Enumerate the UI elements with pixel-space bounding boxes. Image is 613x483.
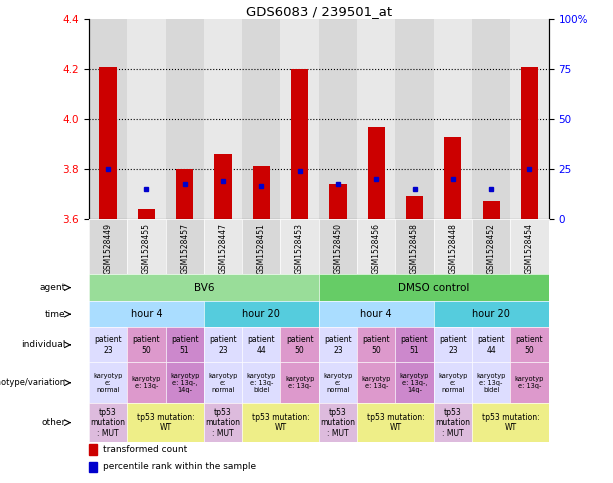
Text: hour 4: hour 4 xyxy=(131,309,162,319)
Text: GSM1528455: GSM1528455 xyxy=(142,223,151,274)
Text: karyotyp
e: 13q-: karyotyp e: 13q- xyxy=(515,376,544,389)
Text: GSM1528451: GSM1528451 xyxy=(257,223,266,274)
Bar xyxy=(521,67,538,219)
Bar xyxy=(434,19,472,219)
Text: transformed count: transformed count xyxy=(103,445,188,454)
Bar xyxy=(482,201,500,219)
Text: karyotyp
e: 13q-: karyotyp e: 13q- xyxy=(362,376,391,389)
Text: karyotyp
e:
normal: karyotyp e: normal xyxy=(208,373,238,393)
Text: patient
50: patient 50 xyxy=(516,335,543,355)
Bar xyxy=(138,209,155,219)
Text: GSM1528452: GSM1528452 xyxy=(487,223,496,274)
Text: patient
50: patient 50 xyxy=(132,335,160,355)
Text: patient
23: patient 23 xyxy=(439,335,466,355)
Bar xyxy=(281,19,319,219)
Text: tp53 mutation:
WT: tp53 mutation: WT xyxy=(137,413,194,432)
Text: karyotyp
e:
normal: karyotyp e: normal xyxy=(438,373,468,393)
Text: time: time xyxy=(45,310,66,319)
Bar xyxy=(319,19,357,219)
Text: individual: individual xyxy=(21,341,66,349)
Bar xyxy=(510,19,549,219)
Text: hour 4: hour 4 xyxy=(360,309,392,319)
Text: patient
23: patient 23 xyxy=(94,335,122,355)
Text: BV6: BV6 xyxy=(194,283,214,293)
Text: GSM1528448: GSM1528448 xyxy=(448,223,457,274)
Text: hour 20: hour 20 xyxy=(242,309,280,319)
Text: GSM1528447: GSM1528447 xyxy=(218,223,227,274)
Text: patient
51: patient 51 xyxy=(171,335,199,355)
Text: other: other xyxy=(42,418,66,427)
Bar xyxy=(444,137,462,219)
Text: karyotyp
e: 13q-: karyotyp e: 13q- xyxy=(132,376,161,389)
Bar xyxy=(89,19,128,219)
Text: tp53
mutation
: MUT: tp53 mutation : MUT xyxy=(91,408,126,438)
Bar xyxy=(99,67,116,219)
Text: DMSO control: DMSO control xyxy=(398,283,470,293)
Title: GDS6083 / 239501_at: GDS6083 / 239501_at xyxy=(246,5,392,18)
Text: tp53
mutation
: MUT: tp53 mutation : MUT xyxy=(321,408,356,438)
Text: GSM1528449: GSM1528449 xyxy=(104,223,113,274)
Text: GSM1528457: GSM1528457 xyxy=(180,223,189,274)
Text: patient
44: patient 44 xyxy=(478,335,505,355)
Text: percentile rank within the sample: percentile rank within the sample xyxy=(103,462,256,471)
Text: patient
50: patient 50 xyxy=(362,335,390,355)
Text: patient
51: patient 51 xyxy=(401,335,428,355)
Bar xyxy=(253,167,270,219)
Text: karyotyp
e: 13q-,
14q-: karyotyp e: 13q-, 14q- xyxy=(400,373,429,393)
Text: hour 20: hour 20 xyxy=(472,309,510,319)
Bar xyxy=(204,19,242,219)
Bar xyxy=(89,462,97,472)
Text: karyotyp
e:
normal: karyotyp e: normal xyxy=(93,373,123,393)
Bar xyxy=(89,444,97,455)
Bar xyxy=(406,197,423,219)
Bar xyxy=(329,184,346,219)
Bar xyxy=(395,19,434,219)
Bar xyxy=(215,154,232,219)
Text: tp53
mutation
: MUT: tp53 mutation : MUT xyxy=(435,408,470,438)
Text: agent: agent xyxy=(39,283,66,292)
Text: patient
23: patient 23 xyxy=(209,335,237,355)
Bar xyxy=(291,69,308,219)
Bar xyxy=(166,19,204,219)
Text: patient
50: patient 50 xyxy=(286,335,313,355)
Bar xyxy=(368,127,385,219)
Text: karyotyp
e: 13q-
bidel: karyotyp e: 13q- bidel xyxy=(476,373,506,393)
Text: GSM1528450: GSM1528450 xyxy=(333,223,343,274)
Bar xyxy=(176,169,193,219)
Text: patient
23: patient 23 xyxy=(324,335,352,355)
Text: GSM1528458: GSM1528458 xyxy=(410,223,419,274)
Text: tp53 mutation:
WT: tp53 mutation: WT xyxy=(481,413,539,432)
Text: karyotyp
e:
normal: karyotyp e: normal xyxy=(323,373,352,393)
Bar xyxy=(472,19,510,219)
Text: genotype/variation: genotype/variation xyxy=(0,378,66,387)
Bar xyxy=(128,19,166,219)
Text: tp53 mutation:
WT: tp53 mutation: WT xyxy=(251,413,310,432)
Text: GSM1528453: GSM1528453 xyxy=(295,223,304,274)
Text: karyotyp
e: 13q-
bidel: karyotyp e: 13q- bidel xyxy=(246,373,276,393)
Text: GSM1528454: GSM1528454 xyxy=(525,223,534,274)
Text: tp53 mutation:
WT: tp53 mutation: WT xyxy=(367,413,424,432)
Bar xyxy=(242,19,281,219)
Text: karyotyp
e: 13q-: karyotyp e: 13q- xyxy=(285,376,314,389)
Text: GSM1528456: GSM1528456 xyxy=(371,223,381,274)
Text: patient
44: patient 44 xyxy=(248,335,275,355)
Text: tp53
mutation
: MUT: tp53 mutation : MUT xyxy=(205,408,240,438)
Bar xyxy=(357,19,395,219)
Text: karyotyp
e: 13q-,
14q-: karyotyp e: 13q-, 14q- xyxy=(170,373,199,393)
